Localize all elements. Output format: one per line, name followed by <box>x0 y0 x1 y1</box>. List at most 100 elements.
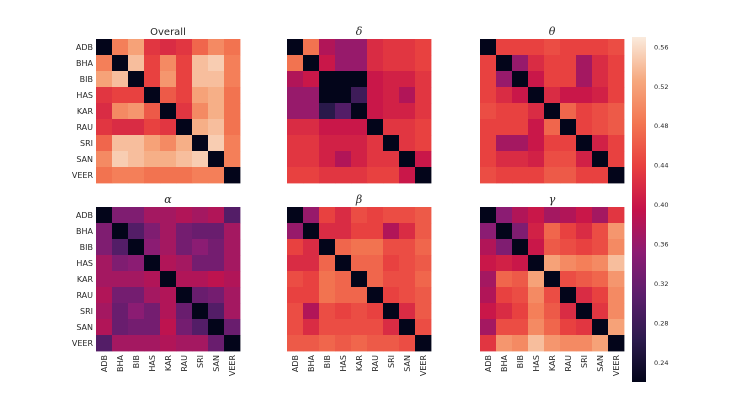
heatmap-cell <box>496 255 513 272</box>
heatmap-cell <box>112 71 129 88</box>
heatmap-cell <box>224 223 241 240</box>
heatmap-cell <box>303 103 320 120</box>
heatmap-cell <box>319 287 336 304</box>
heatmap-cell <box>576 303 593 320</box>
heatmap-cell <box>367 271 384 288</box>
colorbar: 0.56 0.52 0.48 0.44 0.40 0.36 0.32 0.28 0.24 <box>632 37 668 382</box>
heatmap-cell <box>144 255 161 272</box>
heatmap-cell <box>608 223 625 240</box>
heatmap-cell <box>319 119 336 136</box>
heatmap-cell <box>528 255 545 272</box>
heatmap-cell <box>592 151 609 168</box>
heatmap-cell <box>367 287 384 304</box>
heatmap-cell <box>335 135 352 152</box>
heatmap-cell <box>560 319 577 336</box>
x-tick-label: HAS <box>339 355 348 372</box>
heatmap-cell <box>319 55 336 72</box>
y-tick-label: SRI <box>80 307 93 316</box>
heatmap-cell <box>224 287 241 304</box>
heatmap-cell <box>224 87 241 104</box>
heatmap-cell <box>287 239 304 256</box>
heatmap-cell <box>160 103 177 120</box>
heatmap-cell <box>592 119 609 136</box>
heatmap-cell <box>560 223 577 240</box>
heatmap-cell <box>112 223 129 240</box>
heatmap-cell <box>383 271 400 288</box>
heatmap-cell <box>576 319 593 336</box>
heatmap-cell <box>192 135 209 152</box>
y-tick-label: ADB <box>76 211 93 220</box>
y-tick-label: VEER <box>72 171 94 180</box>
heatmap-cell <box>303 55 320 72</box>
heatmap-cell <box>176 207 193 224</box>
heatmap-cell <box>351 255 368 272</box>
heatmap-cell <box>144 335 161 352</box>
heatmap-cell <box>160 303 177 320</box>
heatmap-cell <box>335 55 352 72</box>
heatmap-cell <box>576 287 593 304</box>
heatmap-cell <box>144 55 161 72</box>
heatmap-cell <box>112 167 129 184</box>
heatmap-cell <box>399 167 416 184</box>
heatmap-cell <box>112 151 129 168</box>
heatmap-panel: θ <box>480 25 625 184</box>
heatmap-cell <box>399 239 416 256</box>
heatmap-cell <box>592 207 609 224</box>
heatmap-cell <box>496 319 513 336</box>
heatmap-cell <box>176 55 193 72</box>
heatmap-cell <box>319 207 336 224</box>
heatmap-cell <box>224 207 241 224</box>
heatmap-cell <box>399 119 416 136</box>
heatmap-cell <box>415 303 432 320</box>
heatmap-cell <box>303 319 320 336</box>
heatmap-cell <box>144 167 161 184</box>
heatmap-cell <box>608 207 625 224</box>
heatmap-cell <box>96 167 113 184</box>
heatmap-cell <box>576 167 593 184</box>
heatmap-cell <box>128 87 145 104</box>
x-tick-label: KAR <box>548 355 557 372</box>
x-tick-label: SRI <box>387 355 396 368</box>
heatmap-cell <box>415 119 432 136</box>
heatmap-cell <box>383 335 400 352</box>
x-tick-label: RAU <box>180 355 189 372</box>
heatmap-cell <box>192 103 209 120</box>
y-tick-label: BIB <box>80 243 93 252</box>
heatmap-cell <box>399 223 416 240</box>
heatmap-cell <box>415 255 432 272</box>
heatmap-cell <box>560 135 577 152</box>
panel-title: Overall <box>150 27 186 38</box>
colorbar-tick-label: 0.56 <box>654 43 668 51</box>
panel-title: α <box>164 193 172 206</box>
colorbar-tick-label: 0.40 <box>654 201 668 209</box>
x-tick-label: SRI <box>580 355 589 368</box>
heatmap-cell <box>112 207 129 224</box>
heatmap-cell <box>176 255 193 272</box>
heatmap-cell <box>399 287 416 304</box>
y-tick-label: HAS <box>76 91 93 100</box>
heatmap-cell <box>528 71 545 88</box>
heatmap-cell <box>303 239 320 256</box>
heatmap-cell <box>176 119 193 136</box>
heatmap-cell <box>592 287 609 304</box>
heatmap-cell <box>560 239 577 256</box>
heatmap-cell <box>496 167 513 184</box>
heatmap-cell <box>319 135 336 152</box>
heatmap-cell <box>96 287 113 304</box>
y-tick-label: KAR <box>77 107 94 116</box>
heatmap-cell <box>144 71 161 88</box>
heatmap-cell <box>367 119 384 136</box>
colorbar-gradient <box>632 37 646 382</box>
heatmap-cell <box>192 303 209 320</box>
heatmap-cell <box>192 255 209 272</box>
heatmap-cell <box>287 287 304 304</box>
heatmap-cell <box>544 151 561 168</box>
x-tick-label: KAR <box>355 355 364 372</box>
heatmap-cell <box>608 119 625 136</box>
y-tick-label: SAN <box>76 323 93 332</box>
heatmap-cell <box>528 55 545 72</box>
heatmap-cell <box>399 135 416 152</box>
heatmap-cell <box>192 71 209 88</box>
heatmap-cell <box>319 319 336 336</box>
heatmap-cell <box>303 135 320 152</box>
